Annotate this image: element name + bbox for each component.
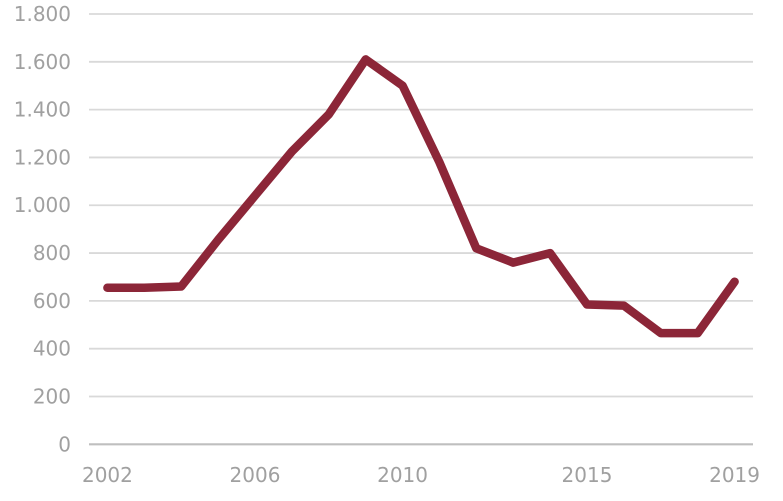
x-axis-tick-label: 2015 [562,463,613,487]
y-axis-tick-label: 1.800 [14,2,71,26]
x-axis-tick-label: 2006 [230,463,281,487]
data-series-line [103,55,739,338]
y-axis-tick-label: 600 [33,289,71,313]
y-axis-tick-label: 0 [58,432,71,456]
x-axis-tick-label: 2019 [709,463,760,487]
y-axis-tick-label: 200 [33,384,71,408]
x-axis-tick-label: 2010 [377,463,428,487]
y-axis-tick-label: 400 [33,337,71,361]
y-axis-tick-label: 1.600 [14,50,71,74]
y-axis-tick-label: 1.000 [14,193,71,217]
y-axis-tick-label: 1.200 [14,145,71,169]
y-axis-tick-label: 1.400 [14,98,71,122]
y-axis-tick-label: 800 [33,241,71,265]
x-axis-tick-label: 2002 [82,463,133,487]
